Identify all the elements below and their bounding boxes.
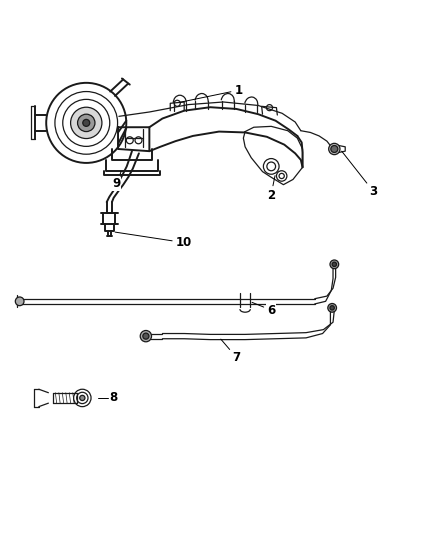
Circle shape (330, 260, 339, 269)
Circle shape (330, 305, 334, 310)
Text: 8: 8 (110, 391, 117, 405)
Circle shape (328, 303, 336, 312)
Text: 7: 7 (221, 339, 240, 364)
Circle shape (78, 114, 95, 132)
Text: 1: 1 (180, 84, 242, 102)
Text: 9: 9 (113, 172, 121, 190)
Circle shape (140, 330, 152, 342)
Text: 10: 10 (115, 232, 192, 249)
Circle shape (80, 395, 85, 400)
Circle shape (332, 262, 336, 266)
Circle shape (15, 297, 24, 305)
Circle shape (71, 107, 102, 139)
Circle shape (331, 146, 338, 152)
Text: 3: 3 (342, 151, 377, 198)
Circle shape (143, 333, 149, 339)
Text: 6: 6 (252, 302, 275, 317)
Circle shape (328, 143, 340, 155)
Circle shape (83, 119, 90, 126)
Text: 2: 2 (267, 176, 275, 202)
